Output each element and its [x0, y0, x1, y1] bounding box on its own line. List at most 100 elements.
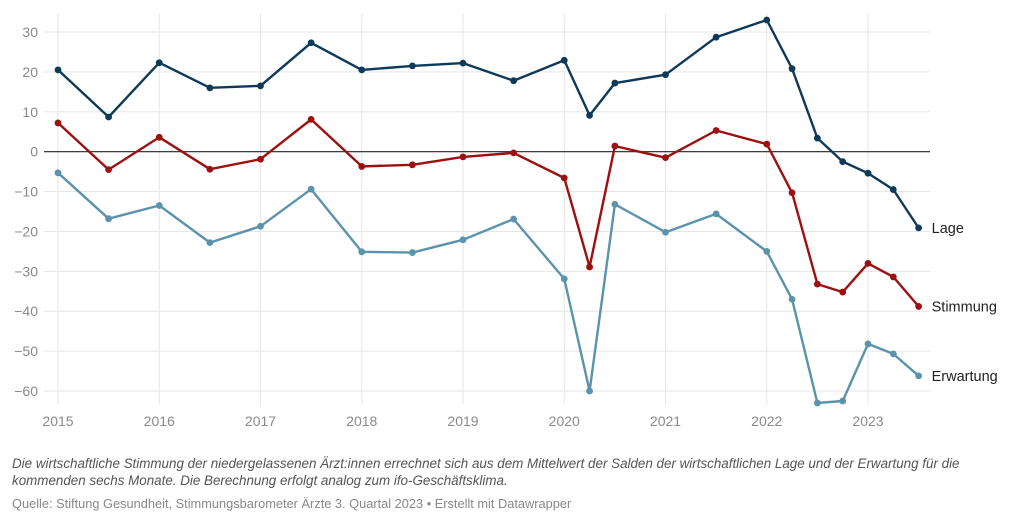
- data-point: [459, 236, 467, 244]
- data-point: [54, 66, 62, 74]
- data-point: [408, 62, 416, 70]
- data-point: [611, 200, 619, 208]
- data-point: [307, 115, 315, 123]
- data-point: [889, 186, 897, 193]
- line-chart: 30 20 10 0 −10 −20 −30 −40 −50 −60 2015 2016 2017 20…: [14, 13, 998, 429]
- data-point: [155, 59, 163, 67]
- data-point: [662, 228, 669, 236]
- x-tick-label: 2020: [549, 413, 580, 429]
- data-point: [915, 372, 923, 380]
- data-point: [206, 165, 214, 173]
- data-point: [839, 288, 847, 296]
- data-point: [307, 39, 315, 47]
- data-point: [864, 259, 872, 267]
- series-end-labels: Lage Stimmung Erwartung: [932, 221, 998, 385]
- data-point: [586, 387, 593, 395]
- y-tick-label: −60: [14, 383, 38, 399]
- data-point: [662, 71, 669, 79]
- x-tick-label: 2015: [42, 413, 73, 429]
- data-point: [763, 16, 771, 24]
- data-point: [915, 224, 923, 232]
- data-point: [206, 84, 214, 92]
- data-point: [788, 295, 796, 303]
- data-point: [662, 154, 669, 162]
- data-point: [358, 163, 366, 170]
- data-point: [586, 111, 593, 119]
- data-point: [408, 161, 416, 169]
- data-point: [712, 33, 720, 41]
- data-point: [54, 119, 62, 127]
- data-point: [510, 149, 518, 157]
- series-lage: [54, 16, 923, 232]
- data-point: [712, 127, 720, 134]
- data-point: [889, 273, 897, 281]
- data-point: [813, 399, 821, 407]
- data-point: [788, 189, 796, 197]
- data-point: [586, 263, 593, 271]
- data-point: [358, 66, 366, 74]
- data-point: [459, 59, 467, 67]
- data-point: [257, 155, 264, 163]
- data-point: [611, 142, 619, 150]
- data-point: [510, 77, 518, 85]
- data-point: [459, 153, 467, 161]
- chart-source: Quelle: Stiftung Gesundheit, Stimmungsba…: [12, 496, 572, 511]
- data-point: [788, 65, 796, 73]
- data-point: [864, 340, 872, 348]
- data-point: [510, 215, 518, 223]
- data-point: [763, 140, 771, 148]
- data-point: [813, 280, 821, 288]
- data-point: [712, 210, 720, 218]
- data-point: [155, 202, 163, 209]
- y-tick-label: −30: [14, 263, 38, 279]
- x-tick-label: 2022: [751, 413, 782, 429]
- data-point: [763, 247, 771, 255]
- x-tick-label: 2019: [447, 413, 478, 429]
- x-tick-label: 2021: [650, 413, 681, 429]
- data-point: [54, 169, 62, 177]
- chart-note: Die wirtschaftliche Stimmung der niederg…: [12, 456, 960, 488]
- grid-lines: [44, 13, 930, 404]
- y-tick-label: −50: [14, 343, 38, 359]
- data-point: [408, 249, 416, 256]
- data-point: [206, 239, 214, 247]
- x-axis-ticks: 2015 2016 2017 2018 2019 2020 2021 2022 2023: [42, 413, 883, 429]
- series-lines: [54, 16, 923, 407]
- x-tick-label: 2016: [144, 413, 175, 429]
- data-point: [307, 185, 315, 193]
- y-tick-label: −40: [14, 303, 38, 319]
- data-point: [560, 275, 568, 283]
- series-line: [56, 118, 920, 308]
- y-tick-label: 20: [22, 64, 38, 80]
- y-tick-label: 30: [22, 24, 38, 40]
- data-point: [105, 113, 113, 121]
- data-point: [560, 174, 568, 182]
- series-line: [56, 171, 920, 405]
- series-label: Erwartung: [932, 369, 998, 385]
- data-point: [889, 350, 897, 358]
- series-erwartung: [54, 169, 923, 407]
- series-line: [56, 18, 920, 230]
- x-tick-label: 2023: [852, 413, 883, 429]
- series-label: Lage: [932, 221, 964, 237]
- data-point: [105, 215, 113, 223]
- data-point: [813, 134, 821, 142]
- data-point: [358, 248, 366, 256]
- data-point: [915, 303, 923, 310]
- data-point: [257, 222, 264, 230]
- y-tick-label: −10: [14, 184, 38, 200]
- y-axis-ticks: 30 20 10 0 −10 −20 −30 −40 −50 −60: [14, 24, 38, 399]
- data-point: [864, 169, 872, 177]
- series-label: Stimmung: [932, 299, 997, 315]
- x-tick-label: 2017: [245, 413, 276, 429]
- y-tick-label: −20: [14, 223, 38, 239]
- y-tick-label: 10: [22, 104, 38, 120]
- data-point: [839, 397, 847, 405]
- data-point: [560, 56, 568, 64]
- series-stimmung: [54, 115, 923, 310]
- data-point: [839, 158, 847, 166]
- chart-footer: Die wirtschaftliche Stimmung der niederg…: [12, 455, 1012, 511]
- data-point: [155, 133, 163, 141]
- data-point: [611, 79, 619, 87]
